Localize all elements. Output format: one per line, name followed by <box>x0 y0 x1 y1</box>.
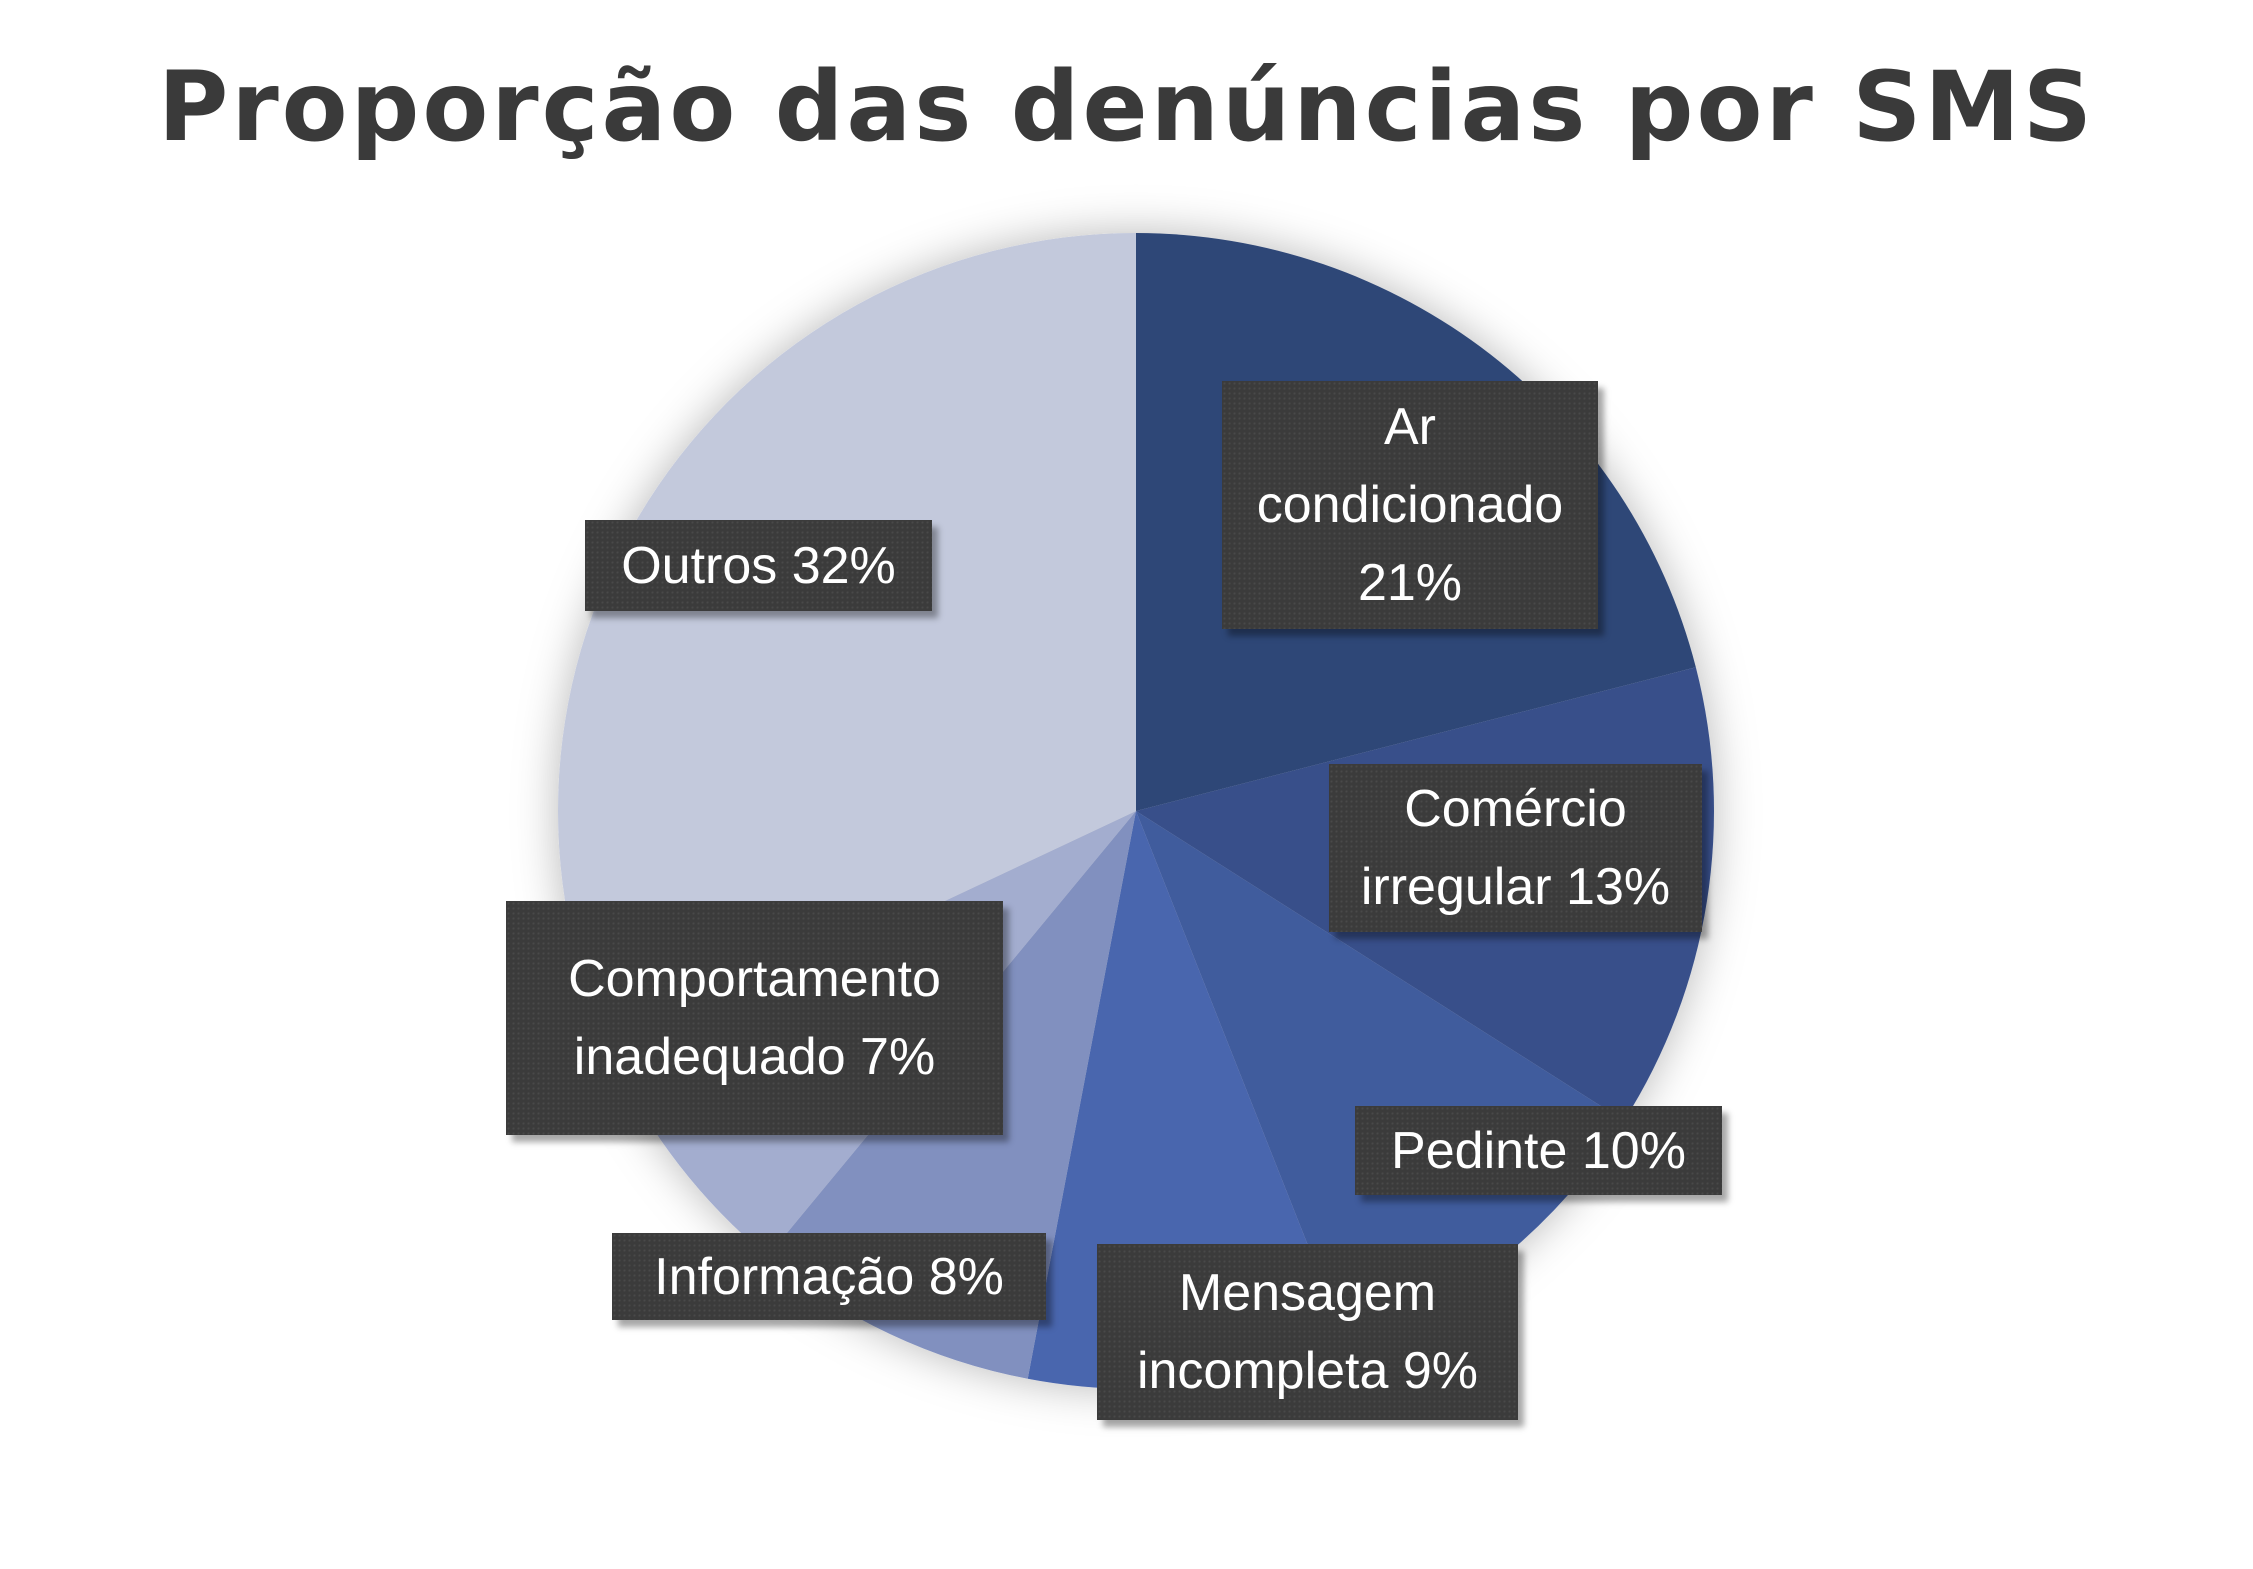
data-label-com-rcio-irregular: Comércio irregular 13% <box>1329 764 1702 932</box>
data-label-ar-condicionado: Ar condicionado 21% <box>1222 381 1598 629</box>
data-label-informa-o: Informação 8% <box>612 1233 1046 1320</box>
data-label-comportamento-inadequado: Comportamento inadequado 7% <box>506 901 1003 1135</box>
pie-slice-pedinte <box>1136 811 1625 1349</box>
pie-slice-outros <box>557 233 1136 1058</box>
data-label-outros: Outros 32% <box>585 520 932 611</box>
data-label-mensagem-incompleta: Mensagem incompleta 9% <box>1097 1244 1518 1420</box>
chart-title: Proporção das denúncias por SMS <box>157 51 2096 163</box>
data-label-pedinte: Pedinte 10% <box>1355 1106 1722 1195</box>
